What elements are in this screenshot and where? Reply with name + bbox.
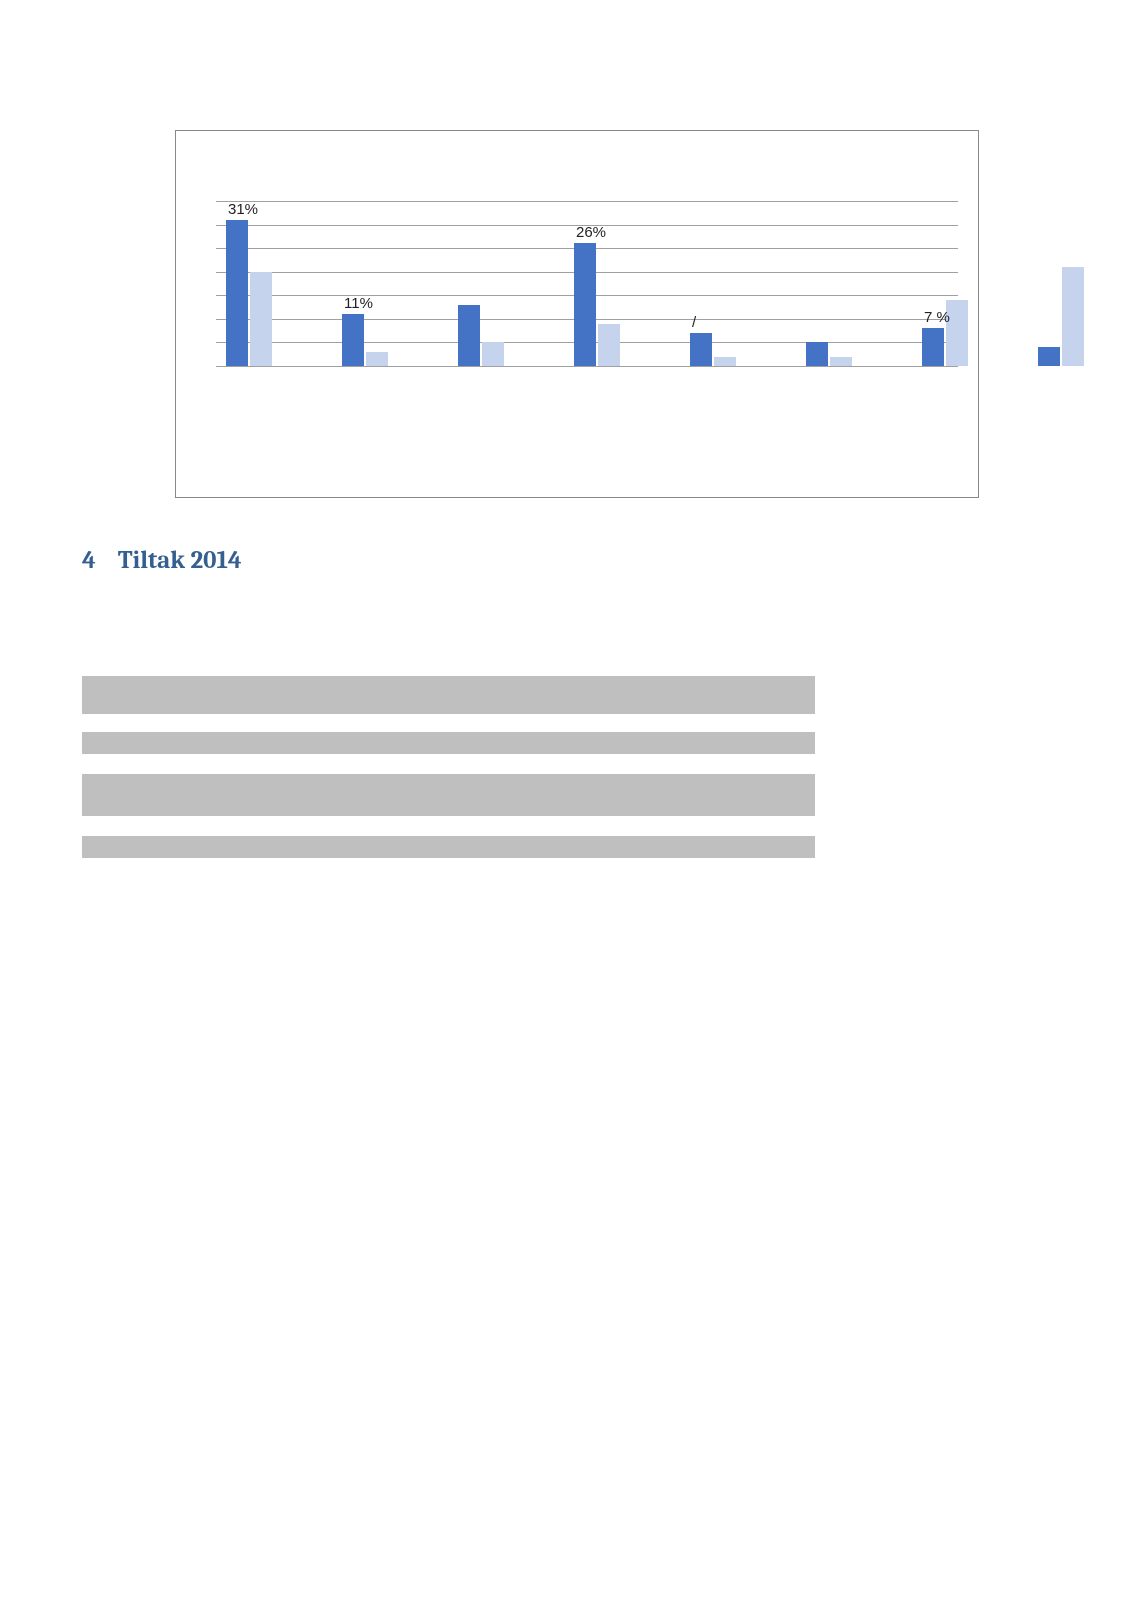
bar-series-a (922, 328, 944, 366)
bar-label: 11% (344, 295, 373, 312)
bar-group: 11% (342, 314, 388, 366)
bar-group: 31% (226, 220, 272, 366)
bar-series-a (806, 342, 828, 366)
bar-group: 7 % (922, 300, 968, 366)
bar-group (458, 305, 504, 366)
bar-series-a (574, 243, 596, 366)
bar-label: 31% (228, 201, 258, 218)
bar-series-a (226, 220, 248, 366)
bar-series-a (690, 333, 712, 366)
bar-series-b (1062, 267, 1084, 366)
bar-series-b (482, 342, 504, 366)
content-band (82, 836, 815, 858)
gridline (216, 366, 958, 367)
bar-group (1038, 267, 1084, 366)
gridline (216, 201, 958, 202)
bar-group: 26% (574, 243, 620, 366)
bar-series-a (458, 305, 480, 366)
bar-chart: 31% 11% 26% / 7 % (175, 130, 979, 498)
section-heading: 4 Tiltak 2014 (82, 546, 242, 575)
bar-series-b (598, 324, 620, 366)
bar-label: 7 % (924, 309, 950, 326)
bar-series-b (714, 357, 736, 366)
bar-group: / (690, 333, 736, 366)
bar-series-b (366, 352, 388, 366)
content-band (82, 676, 815, 714)
content-band (82, 732, 815, 754)
bar-group (806, 342, 852, 366)
plot-area: 31% 11% 26% / 7 % (216, 201, 958, 366)
section-title: Tiltak 2014 (118, 546, 242, 575)
bar-series-a (1038, 347, 1060, 366)
bar-series-a (342, 314, 364, 366)
bar-label: / (692, 314, 696, 331)
bar-series-b (830, 357, 852, 366)
content-band (82, 774, 815, 816)
bar-series-b (250, 272, 272, 366)
section-number: 4 (82, 546, 96, 575)
bar-label: 26% (576, 224, 606, 241)
